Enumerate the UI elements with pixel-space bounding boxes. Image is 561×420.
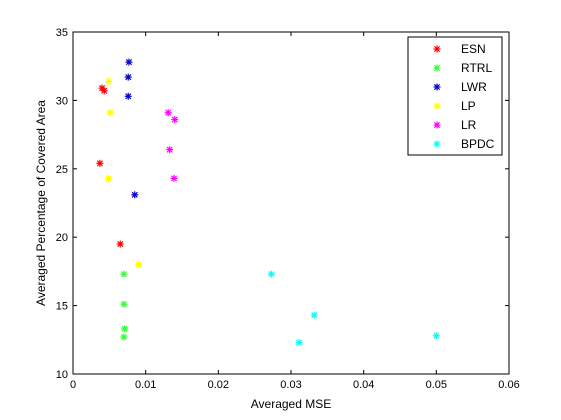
x-tick-label: 0 [70, 379, 76, 391]
legend-label-rtrl: RTRL [461, 61, 492, 75]
legend-label-lp: LP [461, 99, 476, 113]
data-point-lwr [125, 58, 133, 66]
data-point-lwr [124, 92, 132, 100]
legend-label-lwr: LWR [461, 80, 487, 94]
y-tick-label: 20 [56, 232, 68, 244]
data-point-lp [105, 77, 113, 85]
legend-marker-bpdc [433, 140, 441, 148]
data-point-lr [170, 174, 178, 182]
data-point-bpdc [310, 311, 318, 319]
legend-marker-esn [433, 45, 441, 53]
data-point-lwr [131, 191, 139, 199]
data-point-bpdc [432, 332, 440, 340]
data-point-bpdc [295, 339, 303, 347]
y-tick-label: 15 [56, 301, 68, 313]
x-axis: 0 0.01 0.02 0.03 0.04 0.05 0.06 [70, 32, 520, 391]
data-point-lp [134, 261, 142, 269]
data-point-rtrl [121, 325, 129, 333]
data-point-lwr [124, 73, 132, 81]
legend-marker-lp [433, 102, 441, 110]
legend-label-esn: ESN [461, 42, 486, 56]
y-tick-label: 10 [56, 369, 68, 381]
x-tick-label: 0.06 [498, 379, 519, 391]
legend-box [407, 36, 503, 156]
data-point-lr [166, 146, 174, 154]
data-point-lp [106, 109, 114, 117]
legend-label-bpdc: BPDC [461, 137, 495, 151]
legend-marker-lwr [433, 83, 441, 91]
x-tick-label: 0.02 [208, 379, 229, 391]
x-tick-label: 0.03 [280, 379, 301, 391]
legend-marker-lr [433, 121, 441, 129]
data-point-lr [164, 109, 172, 117]
y-axis-label: Averaged Percentage of Covered Area [34, 100, 48, 306]
y-axis: 10 15 20 25 30 35 [56, 27, 509, 381]
x-axis-label: Averaged MSE [251, 397, 332, 411]
x-tick-label: 0.05 [426, 379, 447, 391]
y-tick-label: 35 [56, 27, 68, 39]
data-point-bpdc [267, 270, 275, 278]
y-tick-label: 30 [56, 95, 68, 107]
y-tick-label: 25 [56, 164, 68, 176]
data-points [96, 58, 440, 347]
data-point-rtrl [120, 333, 128, 341]
data-point-esn [96, 159, 104, 167]
legend-label-lr: LR [461, 118, 477, 132]
data-point-esn [100, 87, 108, 95]
data-point-rtrl [120, 300, 128, 308]
data-point-rtrl [120, 270, 128, 278]
data-point-lr [171, 116, 179, 124]
x-tick-label: 0.01 [135, 379, 156, 391]
data-point-lp [105, 174, 113, 182]
x-tick-label: 0.04 [353, 379, 374, 391]
data-point-esn [116, 240, 124, 248]
legend: ESN RTRL LWR LP LR BPDC [407, 36, 503, 156]
legend-marker-rtrl [433, 64, 441, 72]
